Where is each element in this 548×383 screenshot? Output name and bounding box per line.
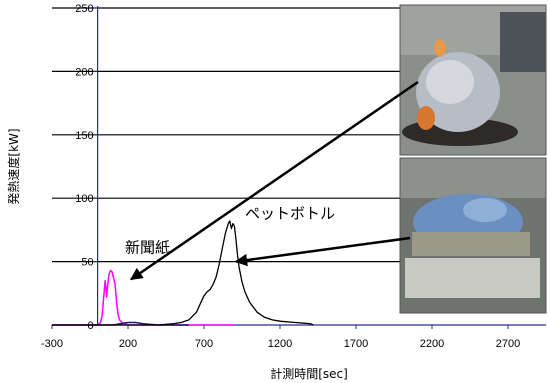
- arrow-newspaper: [130, 80, 419, 281]
- y-tick-label-1: 50: [81, 257, 93, 269]
- x-tick-label-6: 2700: [496, 338, 520, 350]
- annotation-0: 新聞紙: [125, 239, 170, 257]
- photo-2-stand: [412, 232, 530, 256]
- photo-newspaper: [399, 4, 547, 156]
- photo-2-floor: [405, 258, 540, 298]
- y-tick-label-2: 100: [75, 193, 93, 205]
- photo-2-frame: [399, 157, 547, 314]
- x-tick-label-1: 200: [119, 338, 137, 350]
- x-tick-label-2: 700: [195, 338, 213, 350]
- series-line-0: [52, 269, 235, 326]
- y-tick-label-3: 150: [75, 130, 93, 142]
- y-axis-title: 発熱速度[kW]: [6, 128, 21, 204]
- y-tick-label-4: 200: [75, 66, 93, 78]
- photo-pet-bottles: [399, 157, 547, 314]
- photo-1-flame: [417, 106, 435, 130]
- photo-1-monitor: [500, 12, 546, 72]
- series-line-2: [52, 220, 314, 326]
- photo-2-bottles-highlight: [463, 198, 507, 222]
- x-tick-label-0: -300: [41, 338, 63, 350]
- photo-1-highlight: [426, 60, 474, 104]
- x-tick-label-5: 2200: [420, 338, 444, 350]
- y-tick-label-0: 0: [87, 320, 93, 332]
- x-axis-title: 計測時間[sec]: [270, 366, 348, 381]
- y-tick-label-5: 250: [75, 3, 93, 15]
- photo-1-flame-top: [434, 39, 446, 57]
- photo-2-wall: [400, 158, 546, 198]
- annotation-1: ペットボトル: [245, 204, 335, 222]
- x-tick-label-4: 1700: [344, 338, 368, 350]
- arrow-pet-bottle: [234, 236, 411, 267]
- x-tick-label-3: 1200: [268, 338, 292, 350]
- photo-1-frame: [399, 4, 547, 156]
